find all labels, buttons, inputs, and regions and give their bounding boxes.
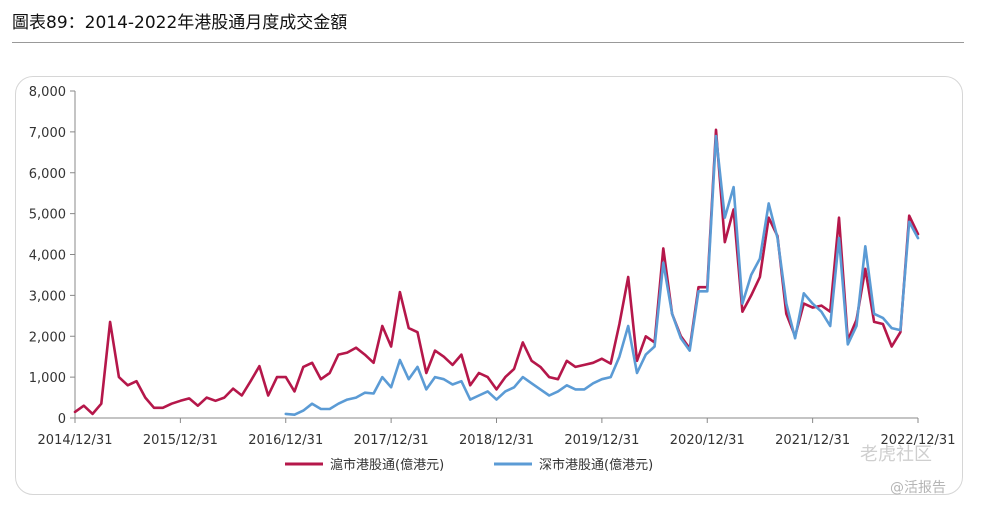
y-tick-label: 8,000 bbox=[29, 85, 66, 100]
x-tick-label: 2017/12/31 bbox=[354, 433, 429, 448]
y-tick-label: 0 bbox=[58, 412, 66, 427]
y-tick-label: 5,000 bbox=[29, 208, 66, 223]
x-tick-label: 2018/12/31 bbox=[459, 433, 534, 448]
title-divider bbox=[12, 42, 964, 43]
y-tick-label: 6,000 bbox=[29, 167, 66, 182]
page-title: 圖表89：2014-2022年港股通月度成交金額 bbox=[12, 13, 348, 33]
series-line-sh bbox=[73, 128, 920, 416]
watermark-brand: 老虎社区 bbox=[860, 444, 932, 465]
x-tick-label: 2019/12/31 bbox=[564, 433, 639, 448]
x-tick-label: 2021/12/31 bbox=[775, 433, 850, 448]
series-line-sz bbox=[284, 134, 920, 417]
x-tick-label: 2022/12/31 bbox=[881, 433, 956, 448]
y-tick-label: 1,000 bbox=[29, 371, 66, 386]
y-tick-label: 7,000 bbox=[29, 126, 66, 141]
y-tick-label: 2,000 bbox=[29, 330, 66, 345]
series-lines bbox=[73, 128, 920, 417]
x-tick-label: 2014/12/31 bbox=[38, 433, 113, 448]
chart-axes bbox=[74, 91, 918, 419]
y-axis-ticks: 0 1,000 2,000 3,000 4,000 5,000 6,000 7,000 8,00… bbox=[29, 85, 75, 427]
y-tick-label: 4,000 bbox=[29, 249, 66, 264]
y-tick-label: 3,000 bbox=[29, 289, 66, 304]
watermark-source: @活报告 bbox=[890, 480, 946, 496]
x-tick-label: 2020/12/31 bbox=[670, 433, 745, 448]
x-axis-ticks: 2014/12/31 2015/12/31 2016/12/31 2017/12/31… bbox=[38, 418, 956, 448]
chart-legend: 滬市港股通(億港元) 深市港股通(億港元) bbox=[285, 457, 653, 473]
legend-label-sh: 滬市港股通(億港元) bbox=[330, 457, 444, 473]
x-tick-label: 2016/12/31 bbox=[248, 433, 323, 448]
chart-panel bbox=[15, 76, 963, 495]
legend-label-sz: 深市港股通(億港元) bbox=[539, 457, 653, 473]
x-tick-label: 2015/12/31 bbox=[143, 433, 218, 448]
